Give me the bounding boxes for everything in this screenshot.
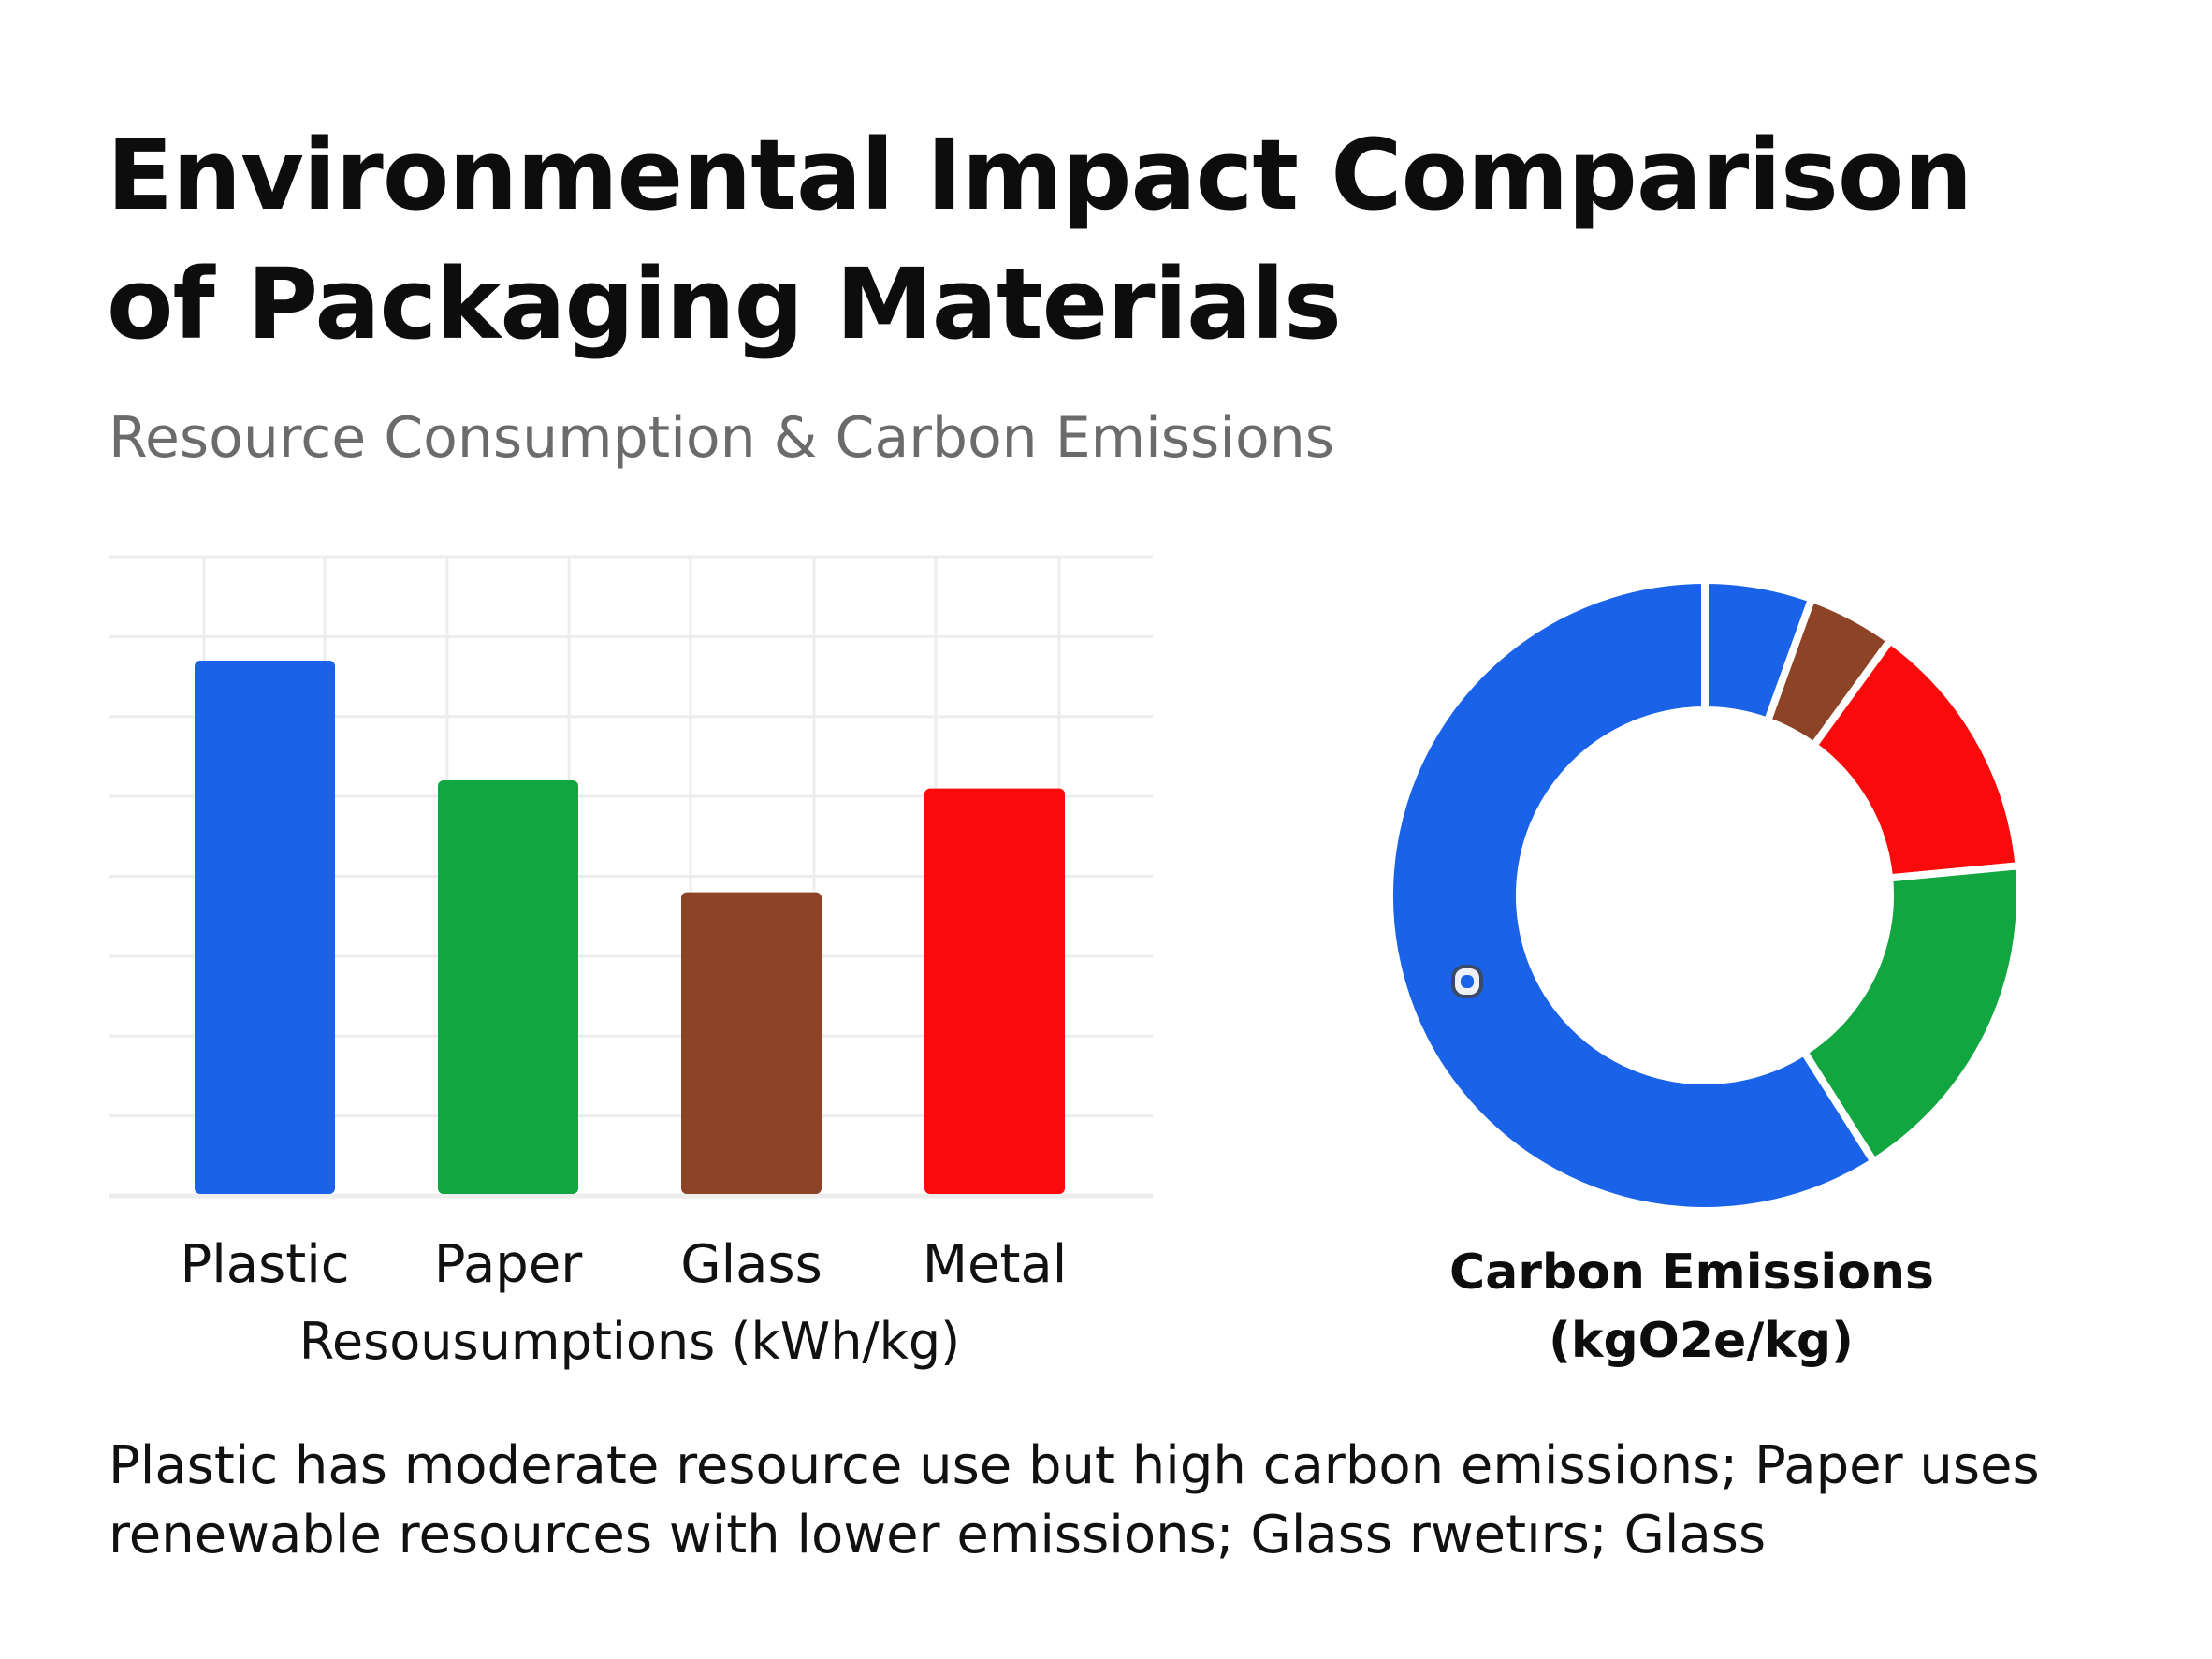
bar-chart-category-labels: Plastic Paper Glass Metal <box>180 1234 1067 1295</box>
donut-chart-slices <box>1386 575 2024 1215</box>
bar-chart-category-label: Paper <box>434 1234 584 1295</box>
bar-chart-category-label: Plastic <box>180 1234 349 1295</box>
donut-chart-title-line-1: Carbon Emissions <box>1449 1244 1934 1301</box>
chart-caption: Plastic has moderate resource use but hi… <box>109 1435 2040 1565</box>
bar-paper <box>438 780 578 1194</box>
donut-chart-marker-icon <box>1451 965 1483 998</box>
donut-slice <box>1386 575 1880 1215</box>
charts-canvas: Plastic Paper Glass Metal Resousumptions (k… <box>109 555 2024 1371</box>
donut-slice <box>1798 861 2024 1168</box>
bar-chart-category-label: Glass <box>680 1234 822 1295</box>
donut-chart-title-line-2: (kgO2e/kg) <box>1549 1313 1854 1369</box>
chart-subtitle: Resource Consumption & Carbon Emissions <box>109 405 1334 471</box>
bar-chart-category-label: Metal <box>923 1234 1068 1295</box>
chart-title: Environmental Impact Comparison of Packa… <box>107 118 1972 361</box>
bar-metal <box>924 788 1065 1194</box>
bar-chart-bars <box>195 660 1065 1194</box>
bar-chart-x-axis-label: Resousumptions (kWh/kg) <box>299 1312 960 1371</box>
marker-inner-icon <box>1461 975 1474 988</box>
bar-plastic <box>195 660 335 1194</box>
bar-glass <box>681 892 822 1194</box>
